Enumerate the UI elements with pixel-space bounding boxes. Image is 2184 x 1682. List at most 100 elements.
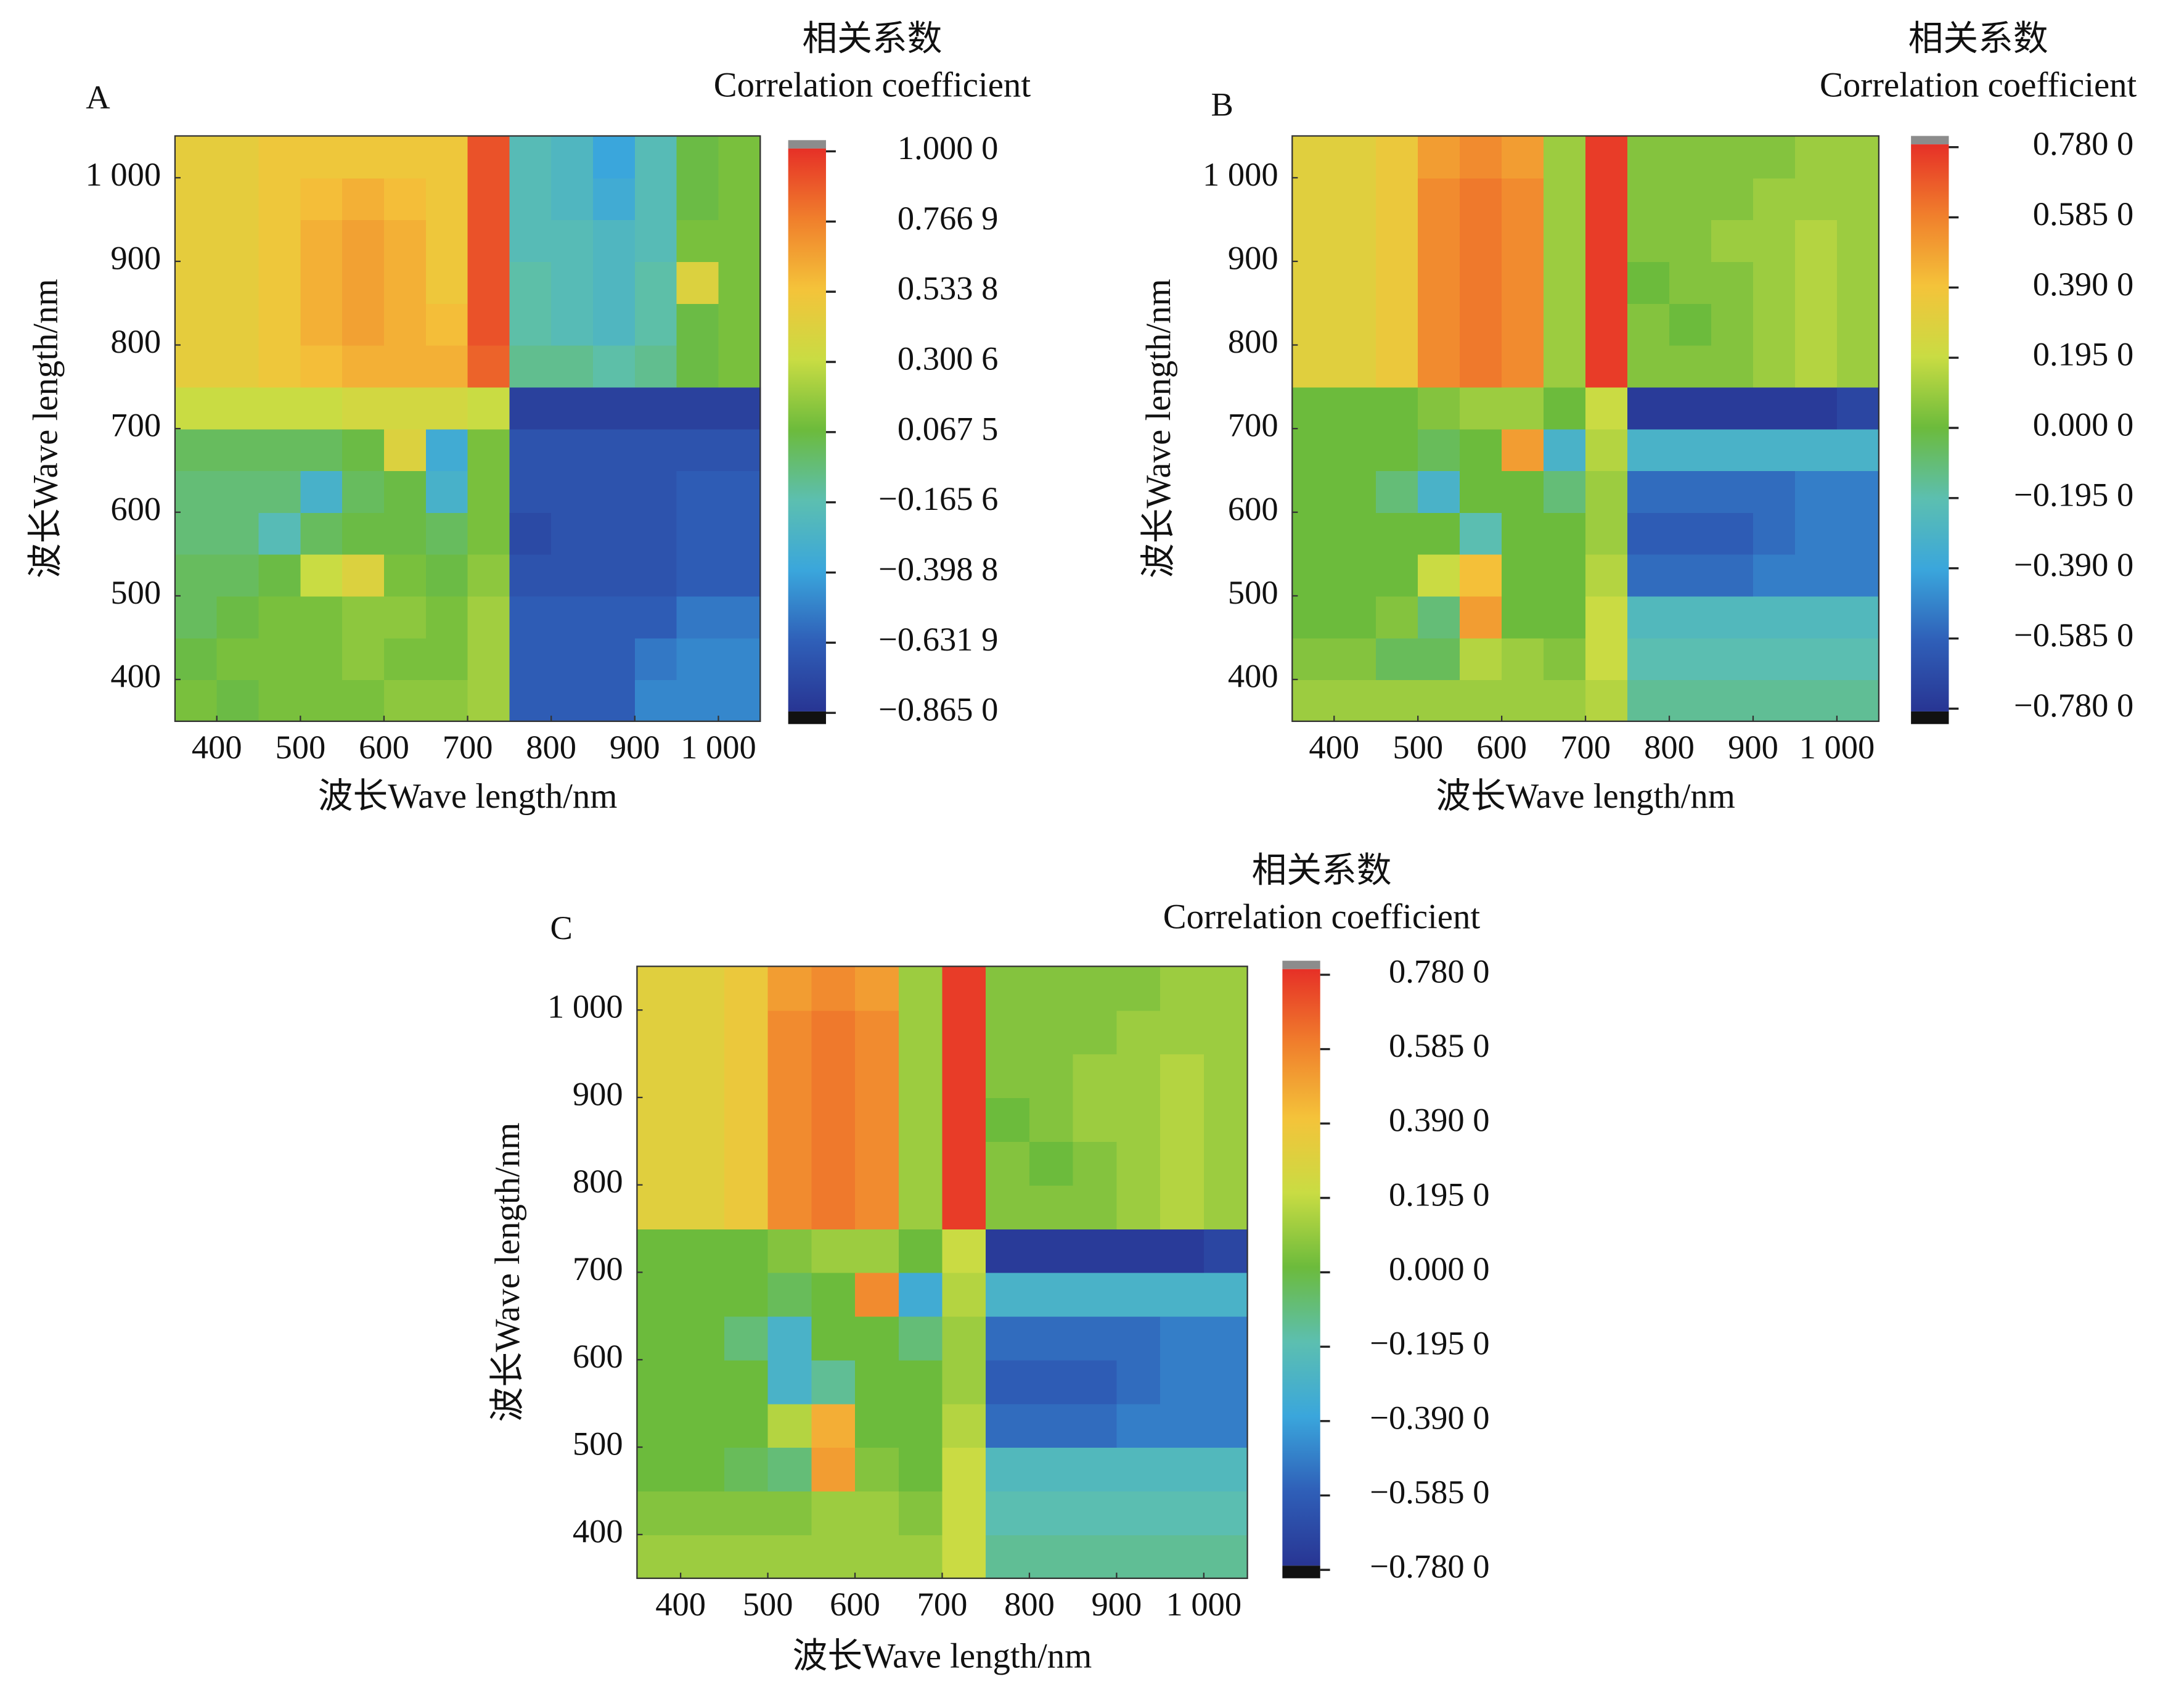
heatmap-cell (258, 596, 301, 639)
heatmap-cell (986, 966, 1031, 1011)
heatmap-cell (425, 219, 468, 263)
heatmap-cell (1029, 1490, 1074, 1536)
colorbar-cap-bottom (1911, 711, 1949, 724)
x-tick-label: 900 (1092, 1585, 1142, 1623)
heatmap-cell (551, 219, 594, 263)
heatmap-cell (1029, 1010, 1074, 1055)
colorbar-tick-label: 0.390 0 (1389, 1101, 1490, 1139)
heatmap-cell (1794, 387, 1838, 430)
heatmap-cell (1292, 261, 1335, 304)
heatmap-cell (1502, 512, 1545, 555)
heatmap-cell (718, 429, 761, 472)
heatmap-cell (634, 596, 677, 639)
heatmap-cell (216, 136, 260, 179)
heatmap-cell (1585, 303, 1629, 346)
heatmap-cell (676, 178, 719, 221)
heatmap-cell (300, 387, 343, 430)
colorbar-tick-label: −0.195 0 (2014, 475, 2133, 513)
heatmap-cell (1073, 1272, 1118, 1317)
heatmap-cell (1073, 1316, 1118, 1361)
heatmap-cell (1203, 1054, 1248, 1099)
heatmap-cell (898, 1316, 943, 1361)
heatmap-cell (855, 1534, 899, 1579)
heatmap-cell (1836, 261, 1880, 304)
heatmap-cell (551, 303, 594, 346)
heatmap-cell (1334, 596, 1377, 639)
heatmap-cell (767, 1316, 812, 1361)
x-tick-label: 500 (743, 1585, 793, 1623)
heatmap-cell (509, 345, 552, 388)
y-tick-label: 700 (573, 1250, 623, 1287)
heatmap-cell (1753, 219, 1796, 263)
heatmap-cell (300, 136, 343, 179)
heatmap-cell (942, 1010, 987, 1055)
heatmap-cell (174, 679, 218, 722)
heatmap-cell (855, 1360, 899, 1405)
heatmap-cell (634, 345, 677, 388)
heatmap-cell (1627, 136, 1671, 179)
heatmap-cell (634, 470, 677, 513)
heatmap-cell (1794, 470, 1838, 513)
heatmap-cell (898, 1228, 943, 1273)
colorbar-tick-label: 0.000 0 (1389, 1250, 1490, 1287)
heatmap-cell (1116, 1447, 1161, 1492)
heatmap-cell (1292, 638, 1335, 681)
heatmap-cell (1711, 679, 1754, 722)
y-tick-label: 400 (1228, 657, 1278, 695)
heatmap-cell (216, 512, 260, 555)
heatmap-cell (1502, 136, 1545, 179)
heatmap-cell (1794, 345, 1838, 388)
heatmap-cell (767, 1141, 812, 1186)
heatmap-cell (724, 1272, 769, 1317)
heatmap-cell (1753, 178, 1796, 221)
heatmap-cell (681, 1272, 725, 1317)
heatmap-cell (898, 1010, 943, 1055)
heatmap-cell (300, 303, 343, 346)
y-tick-label: 500 (573, 1425, 623, 1463)
y-tick-label: 1 000 (547, 988, 623, 1025)
x-tick-label: 800 (1004, 1585, 1055, 1623)
heatmap-cell (1116, 1534, 1161, 1579)
x-axis-label: 波长Wave length/nm (318, 777, 618, 816)
colorbar-tick-label: 0.300 6 (898, 339, 998, 377)
heatmap-cell (681, 1316, 725, 1361)
heatmap-cell (942, 1403, 987, 1448)
colorbar-tick-label: 1.000 0 (898, 129, 998, 166)
heatmap-cell (1627, 261, 1671, 304)
x-tick-label: 900 (610, 728, 660, 766)
heatmap-cell (1203, 1316, 1248, 1361)
x-tick-label: 800 (526, 728, 576, 766)
heatmap-cell (509, 512, 552, 555)
heatmap-cell (216, 303, 260, 346)
heatmap-cell (1544, 261, 1587, 304)
heatmap-cell (1334, 303, 1377, 346)
heatmap-cell (1292, 470, 1335, 513)
heatmap-cell (811, 1228, 856, 1273)
heatmap-cell (258, 554, 301, 597)
heatmap-cell (467, 470, 510, 513)
heatmap-cell (1203, 1010, 1248, 1055)
heatmap-cell (383, 470, 427, 513)
heatmap-cell (724, 1360, 769, 1405)
heatmap-cell (467, 429, 510, 472)
heatmap-cell (855, 1141, 899, 1186)
heatmap-cell (1418, 303, 1461, 346)
heatmap-cell (718, 345, 761, 388)
heatmap-cell (942, 1272, 987, 1317)
heatmap-cell (811, 966, 856, 1011)
heatmap-cell (1376, 638, 1419, 681)
heatmap-cell (1073, 1534, 1118, 1579)
heatmap-cell (1292, 554, 1335, 597)
heatmap-cell (216, 387, 260, 430)
heatmap-cell (1585, 512, 1629, 555)
heatmap-cell (300, 261, 343, 304)
heatmap-cell (1160, 1403, 1205, 1448)
heatmap-cell (1794, 429, 1838, 472)
colorbar-subtitle: Correlation coefficient (714, 65, 1031, 104)
heatmap-cell (1585, 679, 1629, 722)
heatmap-cell (1711, 512, 1754, 555)
heatmap-cell (637, 1534, 682, 1579)
colorbar-tick-label: 0.067 5 (898, 409, 998, 447)
heatmap-cell (986, 1316, 1031, 1361)
x-tick-label: 700 (917, 1585, 968, 1623)
